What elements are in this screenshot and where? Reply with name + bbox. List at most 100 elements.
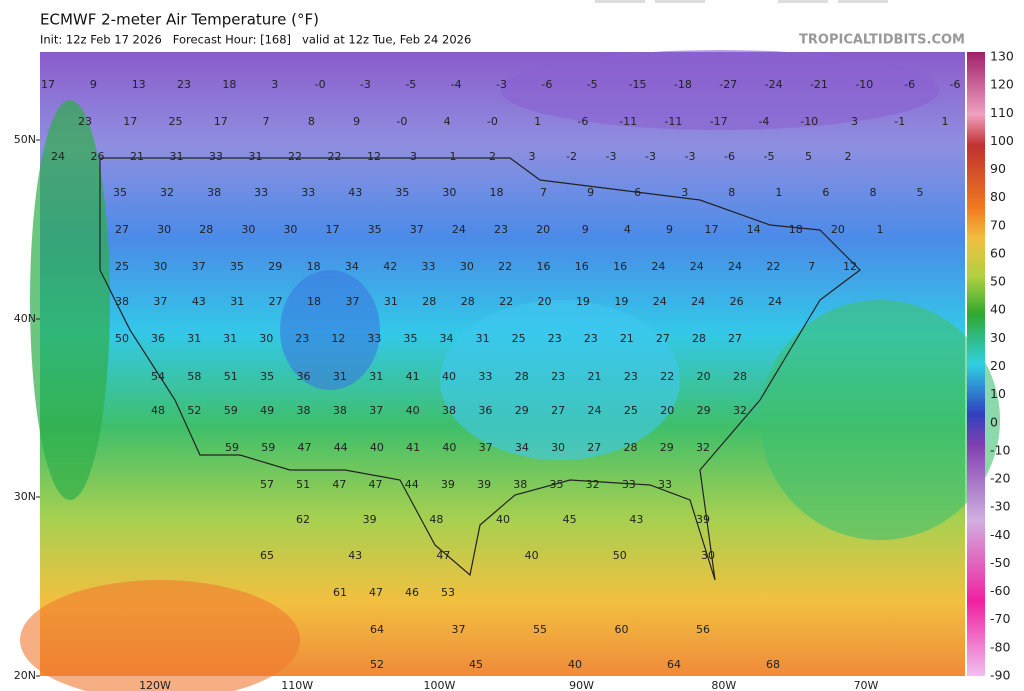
station-value: 47 [436, 549, 450, 562]
lat-label: 50N [14, 133, 36, 146]
station-value: 18 [307, 260, 321, 273]
station-value: 30 [442, 186, 456, 199]
toolbar-button[interactable] [655, 0, 705, 3]
station-value: 47 [369, 586, 383, 599]
station-value: 35 [368, 223, 382, 236]
station-value: 40 [406, 404, 420, 417]
station-value: 2 [489, 150, 496, 163]
station-value: 31 [170, 150, 184, 163]
lat-label: 20N [14, 669, 36, 682]
lon-label: 70W [854, 679, 879, 691]
station-value: 24 [452, 223, 466, 236]
station-value: 27 [656, 332, 670, 345]
station-value: 14 [747, 223, 761, 236]
station-value: 28 [515, 370, 529, 383]
station-value: -4 [758, 115, 769, 128]
station-value: 43 [629, 513, 643, 526]
station-value: 23 [624, 370, 638, 383]
station-value: 9 [587, 186, 594, 199]
lon-label: 80W [711, 679, 736, 691]
station-value: 3 [410, 150, 417, 163]
station-value: 33 [422, 260, 436, 273]
station-value: 38 [333, 404, 347, 417]
station-value: 22 [660, 370, 674, 383]
station-value: 29 [268, 260, 282, 273]
station-value: 45 [563, 513, 577, 526]
station-value: -3 [685, 150, 696, 163]
station-value: -17 [710, 115, 728, 128]
station-value: 31 [230, 295, 244, 308]
station-value: 1 [775, 186, 782, 199]
station-value: 40 [496, 513, 510, 526]
station-value: 1 [534, 115, 541, 128]
station-value: 38 [442, 404, 456, 417]
station-value: 36 [297, 370, 311, 383]
station-value: 39 [477, 478, 491, 491]
station-value: 7 [808, 260, 815, 273]
station-value: 33 [301, 186, 315, 199]
station-value: 7 [540, 186, 547, 199]
station-value: 44 [334, 441, 348, 454]
station-value: -15 [629, 78, 647, 91]
station-value: 48 [151, 404, 165, 417]
colorbar-label: -90 [990, 668, 1010, 683]
station-value: -18 [674, 78, 692, 91]
station-value: 64 [370, 623, 384, 636]
station-value: 21 [130, 150, 144, 163]
colorbar-label: -80 [990, 639, 1010, 654]
station-value: 57 [260, 478, 274, 491]
field-blob [440, 300, 680, 460]
station-value: 31 [187, 332, 201, 345]
station-value: 28 [461, 295, 475, 308]
station-value: 25 [512, 332, 526, 345]
station-value: 52 [370, 658, 384, 671]
station-value: 35 [230, 260, 244, 273]
station-value: 64 [667, 658, 681, 671]
station-value: 25 [169, 115, 183, 128]
station-value: 58 [187, 370, 201, 383]
station-value: 1 [942, 115, 949, 128]
colorbar-label: 20 [990, 358, 1006, 373]
station-value: 65 [260, 549, 274, 562]
station-value: -5 [587, 78, 598, 91]
colorbar-label: 80 [990, 189, 1006, 204]
station-value: -0 [396, 115, 407, 128]
station-value: 24 [768, 295, 782, 308]
station-value: -24 [765, 78, 783, 91]
station-value: 30 [259, 332, 273, 345]
station-value: 40 [370, 441, 384, 454]
field-blob [500, 50, 940, 130]
station-value: 43 [192, 295, 206, 308]
station-value: 49 [260, 404, 274, 417]
station-value: 23 [548, 332, 562, 345]
station-value: 17 [214, 115, 228, 128]
station-value: 28 [733, 370, 747, 383]
station-value: -2 [566, 150, 577, 163]
station-value: -10 [855, 78, 873, 91]
toolbar-button[interactable] [595, 0, 645, 3]
toolbar-button[interactable] [838, 0, 888, 3]
toolbar-button[interactable] [778, 0, 828, 3]
station-value: 33 [254, 186, 268, 199]
station-value: 32 [733, 404, 747, 417]
station-value: 35 [403, 332, 417, 345]
station-value: 3 [681, 186, 688, 199]
station-value: 3 [851, 115, 858, 128]
station-value: 18 [489, 186, 503, 199]
station-value: 39 [696, 513, 710, 526]
station-value: 35 [260, 370, 274, 383]
station-value: 37 [369, 404, 383, 417]
station-value: 7 [263, 115, 270, 128]
station-value: 34 [515, 441, 529, 454]
station-value: 31 [249, 150, 263, 163]
colorbar-label: -30 [990, 499, 1010, 514]
station-value: 18 [789, 223, 803, 236]
station-value: 12 [331, 332, 345, 345]
colorbar-label: 100 [990, 133, 1014, 148]
station-value: 33 [622, 478, 636, 491]
station-value: 20 [538, 295, 552, 308]
coastline [99, 157, 861, 581]
station-value: 22 [766, 260, 780, 273]
colorbar-label: -60 [990, 583, 1010, 598]
station-values: 17 9 13 23 18 3 -0 -3 -5 -4 -3 -6 -5 -15 -18 -27 -24 -21-… [41, 78, 960, 671]
